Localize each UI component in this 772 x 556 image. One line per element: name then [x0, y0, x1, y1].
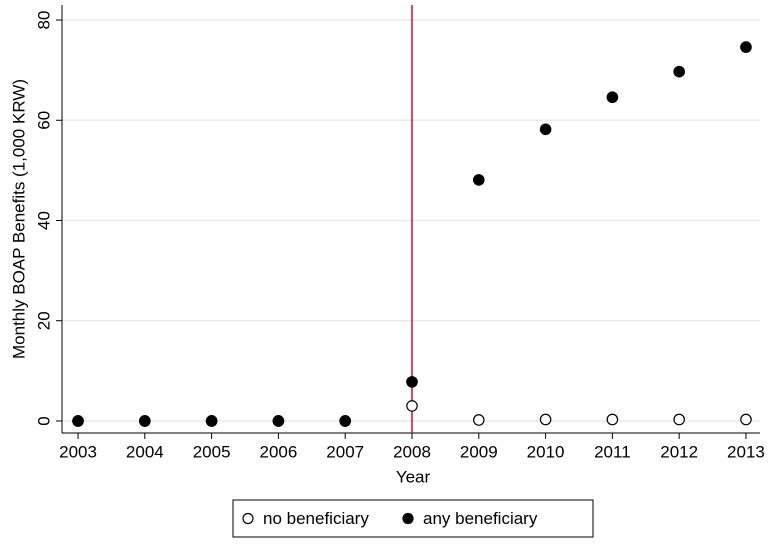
x-tick-label: 2010	[527, 442, 565, 461]
point	[539, 413, 552, 426]
point	[606, 413, 619, 426]
legend-label: any beneficiary	[423, 509, 538, 528]
point	[472, 414, 485, 426]
y-tick-label: 20	[34, 311, 53, 330]
point	[740, 413, 752, 426]
point	[242, 512, 254, 525]
point	[205, 415, 218, 427]
point	[139, 415, 151, 427]
point	[472, 174, 485, 186]
point	[606, 91, 619, 104]
x-axis-label: Year	[396, 467, 431, 486]
y-tick-label: 40	[34, 211, 53, 230]
x-tick-label: 2011	[594, 442, 631, 461]
point	[539, 123, 552, 136]
point	[339, 415, 352, 427]
x-tick-label: 2005	[193, 442, 231, 461]
point	[673, 65, 685, 78]
y-tick-label: 60	[34, 111, 53, 130]
point	[402, 512, 414, 525]
x-tick-label: 2008	[393, 442, 431, 461]
x-tick-label: 2013	[727, 442, 765, 461]
x-tick-label: 2006	[259, 442, 297, 461]
point	[673, 413, 685, 426]
x-tick-label: 2012	[660, 442, 698, 461]
point	[406, 400, 418, 412]
y-axis-label: Monthly BOAP Benefits (1,000 KRW)	[9, 79, 28, 359]
y-tick-label: 80	[34, 11, 53, 30]
x-tick-label: 2004	[126, 442, 164, 461]
point	[406, 376, 418, 388]
x-tick-label: 2007	[326, 442, 364, 461]
point	[740, 41, 752, 53]
point	[72, 415, 84, 427]
legend-label: no beneficiary	[263, 509, 369, 528]
point	[272, 415, 285, 427]
x-tick-label: 2003	[59, 442, 97, 461]
y-tick-label: 0	[34, 416, 53, 425]
x-tick-label: 2009	[460, 442, 498, 461]
